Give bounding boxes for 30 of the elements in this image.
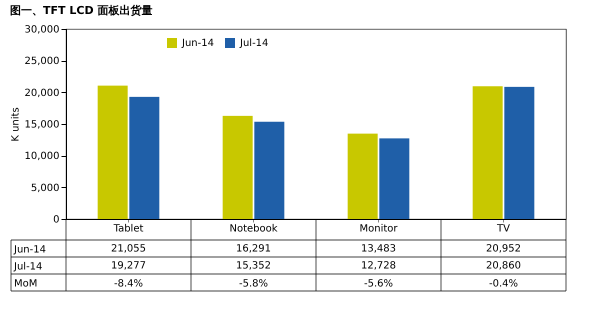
text: -5.6% (364, 278, 394, 290)
text: Jun-14 (14, 244, 46, 256)
x-tick-label: TV (496, 224, 510, 234)
y-tick-label: 5,000 (30, 182, 60, 194)
data-label: 21,055 (111, 244, 146, 254)
data-label: 13,483 (361, 244, 396, 254)
data-label: 20,860 (486, 260, 521, 272)
y-tick-label: 15,000 (24, 120, 60, 130)
text: Jul-14 (14, 262, 42, 272)
y-tick-label: 10,000 (24, 151, 60, 162)
x-tick-label: Notebook (229, 224, 278, 234)
data-label: 20,952 (486, 244, 521, 254)
y-tick-label: 30,000 (24, 24, 60, 36)
data-label: 15,352 (236, 260, 271, 272)
text: -0.4% (488, 278, 518, 290)
y-axis-title: K units (10, 107, 22, 142)
y-tick-label: 20,000 (24, 88, 60, 99)
x-tick-label: Monitor (359, 224, 398, 234)
text: -8.4% (114, 278, 144, 290)
text: -5.8% (238, 278, 268, 290)
x-tick-label: Tablet (112, 224, 144, 234)
data-label: 19,277 (111, 260, 146, 272)
y-tick-label: 0 (53, 214, 60, 226)
legend-label: Jul-14 (239, 38, 268, 49)
text: MoM (14, 278, 38, 290)
chart-title: 图一、TFT LCD 面板出货量 (10, 4, 152, 17)
y-tick-label: 25,000 (24, 56, 60, 68)
data-label: 12,728 (361, 260, 396, 272)
data-label: 16,291 (236, 244, 271, 254)
legend-label: Jun-14 (181, 38, 214, 49)
